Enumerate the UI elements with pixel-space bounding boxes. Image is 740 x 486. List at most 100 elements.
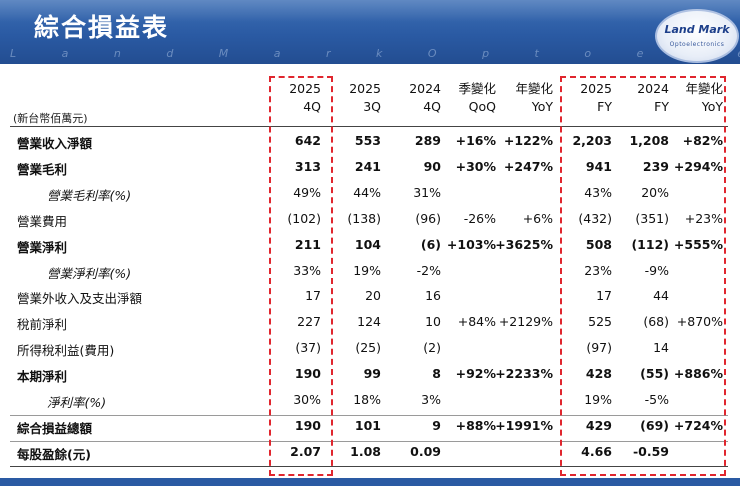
table-cell: (138) bbox=[347, 210, 381, 226]
table-cell: 20 bbox=[365, 288, 381, 304]
column-header-line2: QoQ bbox=[468, 99, 496, 114]
column-header-6: 2024 FY bbox=[609, 80, 669, 116]
table-cell: -0.59 bbox=[632, 443, 669, 459]
table-cell: 19% bbox=[584, 392, 612, 407]
logo-text: Land Mark bbox=[664, 23, 730, 36]
table-cell: +82% bbox=[682, 133, 723, 148]
table-cell: (68) bbox=[643, 314, 669, 330]
row-label: 營業收入淨額 bbox=[17, 136, 93, 151]
table-cell: 104 bbox=[354, 236, 381, 252]
row-label: 稅前淨利 bbox=[17, 317, 68, 333]
table-cell: 553 bbox=[354, 133, 381, 148]
table-cell: 190 bbox=[294, 366, 321, 382]
column-header-3: 季變化 QoQ bbox=[436, 80, 496, 116]
highlight-box-2025-4q bbox=[269, 76, 333, 476]
column-header-line2: 4Q bbox=[423, 99, 441, 114]
row-label: 本期淨利 bbox=[17, 369, 68, 385]
table-cell: 10 bbox=[425, 314, 441, 330]
table-cell: (351) bbox=[635, 210, 669, 226]
column-header-line1: 季變化 bbox=[458, 81, 496, 96]
table-cell: -2% bbox=[416, 262, 441, 278]
column-header-5: 2025 FY bbox=[552, 80, 612, 116]
page-title: 綜合損益表 bbox=[34, 13, 170, 42]
table-cell: 18% bbox=[353, 392, 381, 407]
table-cell: +122% bbox=[503, 133, 553, 148]
table-cell: 99 bbox=[363, 366, 381, 382]
table-cell: 31% bbox=[413, 184, 441, 200]
table-cell: 190 bbox=[294, 417, 321, 433]
table-cell: 241 bbox=[354, 158, 381, 174]
table-cell: +88% bbox=[455, 417, 496, 433]
table-rule bbox=[10, 440, 728, 442]
table-cell: +30% bbox=[455, 158, 496, 174]
table-rule bbox=[10, 465, 728, 467]
table-rule bbox=[10, 414, 728, 416]
table-cell: 90 bbox=[423, 158, 441, 174]
row-label: 營業毛利 bbox=[17, 161, 68, 177]
column-header-line1: 年變化 bbox=[685, 81, 723, 96]
table-cell: 508 bbox=[585, 236, 612, 252]
company-watermark: L a n d M a r k O p t o e l e c t r o n … bbox=[10, 47, 740, 60]
highlight-box-full-year bbox=[560, 76, 726, 476]
table-cell: (97) bbox=[586, 340, 612, 356]
table-cell: 289 bbox=[414, 133, 441, 148]
row-label: 營業毛利率(%) bbox=[47, 187, 132, 203]
row-label: 每股盈餘(元) bbox=[17, 446, 91, 462]
table-cell: 14 bbox=[653, 340, 669, 356]
column-header-line1: 2025 bbox=[580, 81, 612, 96]
table-cell: (37) bbox=[295, 340, 321, 356]
table-cell: +16% bbox=[455, 133, 496, 148]
table-cell: 428 bbox=[585, 366, 612, 382]
table-cell: 227 bbox=[297, 314, 321, 330]
table-cell: 17 bbox=[305, 288, 321, 304]
row-label: 營業費用 bbox=[17, 213, 68, 229]
column-header-4: 年變化 YoY bbox=[493, 80, 553, 116]
table-cell: +886% bbox=[673, 366, 723, 382]
table-cell: +2129% bbox=[498, 314, 553, 330]
column-header-2: 2024 4Q bbox=[381, 80, 441, 116]
table-cell: 44 bbox=[653, 288, 669, 304]
column-header-line2: YoY bbox=[531, 99, 553, 114]
table-cell: 941 bbox=[585, 158, 612, 174]
table-cell: -9% bbox=[644, 262, 669, 278]
table-cell: +1991% bbox=[495, 417, 553, 433]
column-header-line1: 年變化 bbox=[515, 81, 553, 96]
row-label: 營業淨利率(%) bbox=[47, 265, 132, 281]
table-cell: 2.07 bbox=[290, 443, 321, 459]
table-cell: 17 bbox=[596, 288, 612, 304]
table-cell: 19% bbox=[353, 262, 381, 278]
table-cell: (69) bbox=[640, 417, 669, 433]
table-cell: +3625% bbox=[495, 236, 553, 252]
row-label: 所得稅利益(費用) bbox=[17, 343, 115, 359]
column-header-line1: 2024 bbox=[637, 81, 669, 96]
slide-header: 綜合損益表 L a n d M a r k O p t o e l e c t … bbox=[0, 0, 740, 64]
table-cell: (55) bbox=[640, 366, 669, 382]
table-cell: +870% bbox=[676, 314, 723, 330]
table-cell: 30% bbox=[293, 392, 321, 407]
unit-label: (新台幣佰萬元) bbox=[13, 112, 88, 125]
footer-bar bbox=[0, 478, 740, 486]
table-cell: 8 bbox=[432, 366, 441, 382]
table-cell: +294% bbox=[673, 158, 723, 174]
table-cell: -5% bbox=[644, 392, 669, 407]
column-header-line2: 4Q bbox=[303, 99, 321, 114]
table-cell: 211 bbox=[294, 236, 321, 252]
table-cell: +724% bbox=[673, 417, 723, 433]
row-label: 淨利率(%) bbox=[47, 395, 107, 410]
table-cell: 9 bbox=[432, 417, 441, 433]
table-cell: 44% bbox=[353, 184, 381, 200]
row-label: 營業淨利 bbox=[17, 239, 68, 255]
table-cell: 23% bbox=[584, 262, 612, 278]
table-cell: 1.08 bbox=[350, 443, 381, 459]
table-cell: (25) bbox=[355, 340, 381, 356]
table-cell: +247% bbox=[503, 158, 553, 174]
column-header-line2: FY bbox=[654, 99, 669, 114]
table-cell: 429 bbox=[585, 417, 612, 433]
table-cell: (432) bbox=[578, 210, 612, 226]
table-cell: 3% bbox=[421, 392, 441, 407]
column-header-1: 2025 3Q bbox=[321, 80, 381, 116]
table-cell: 642 bbox=[294, 133, 321, 148]
row-label: 綜合損益總額 bbox=[17, 420, 93, 436]
column-header-0: 2025 4Q bbox=[261, 80, 321, 116]
table-cell: 20% bbox=[641, 184, 669, 200]
